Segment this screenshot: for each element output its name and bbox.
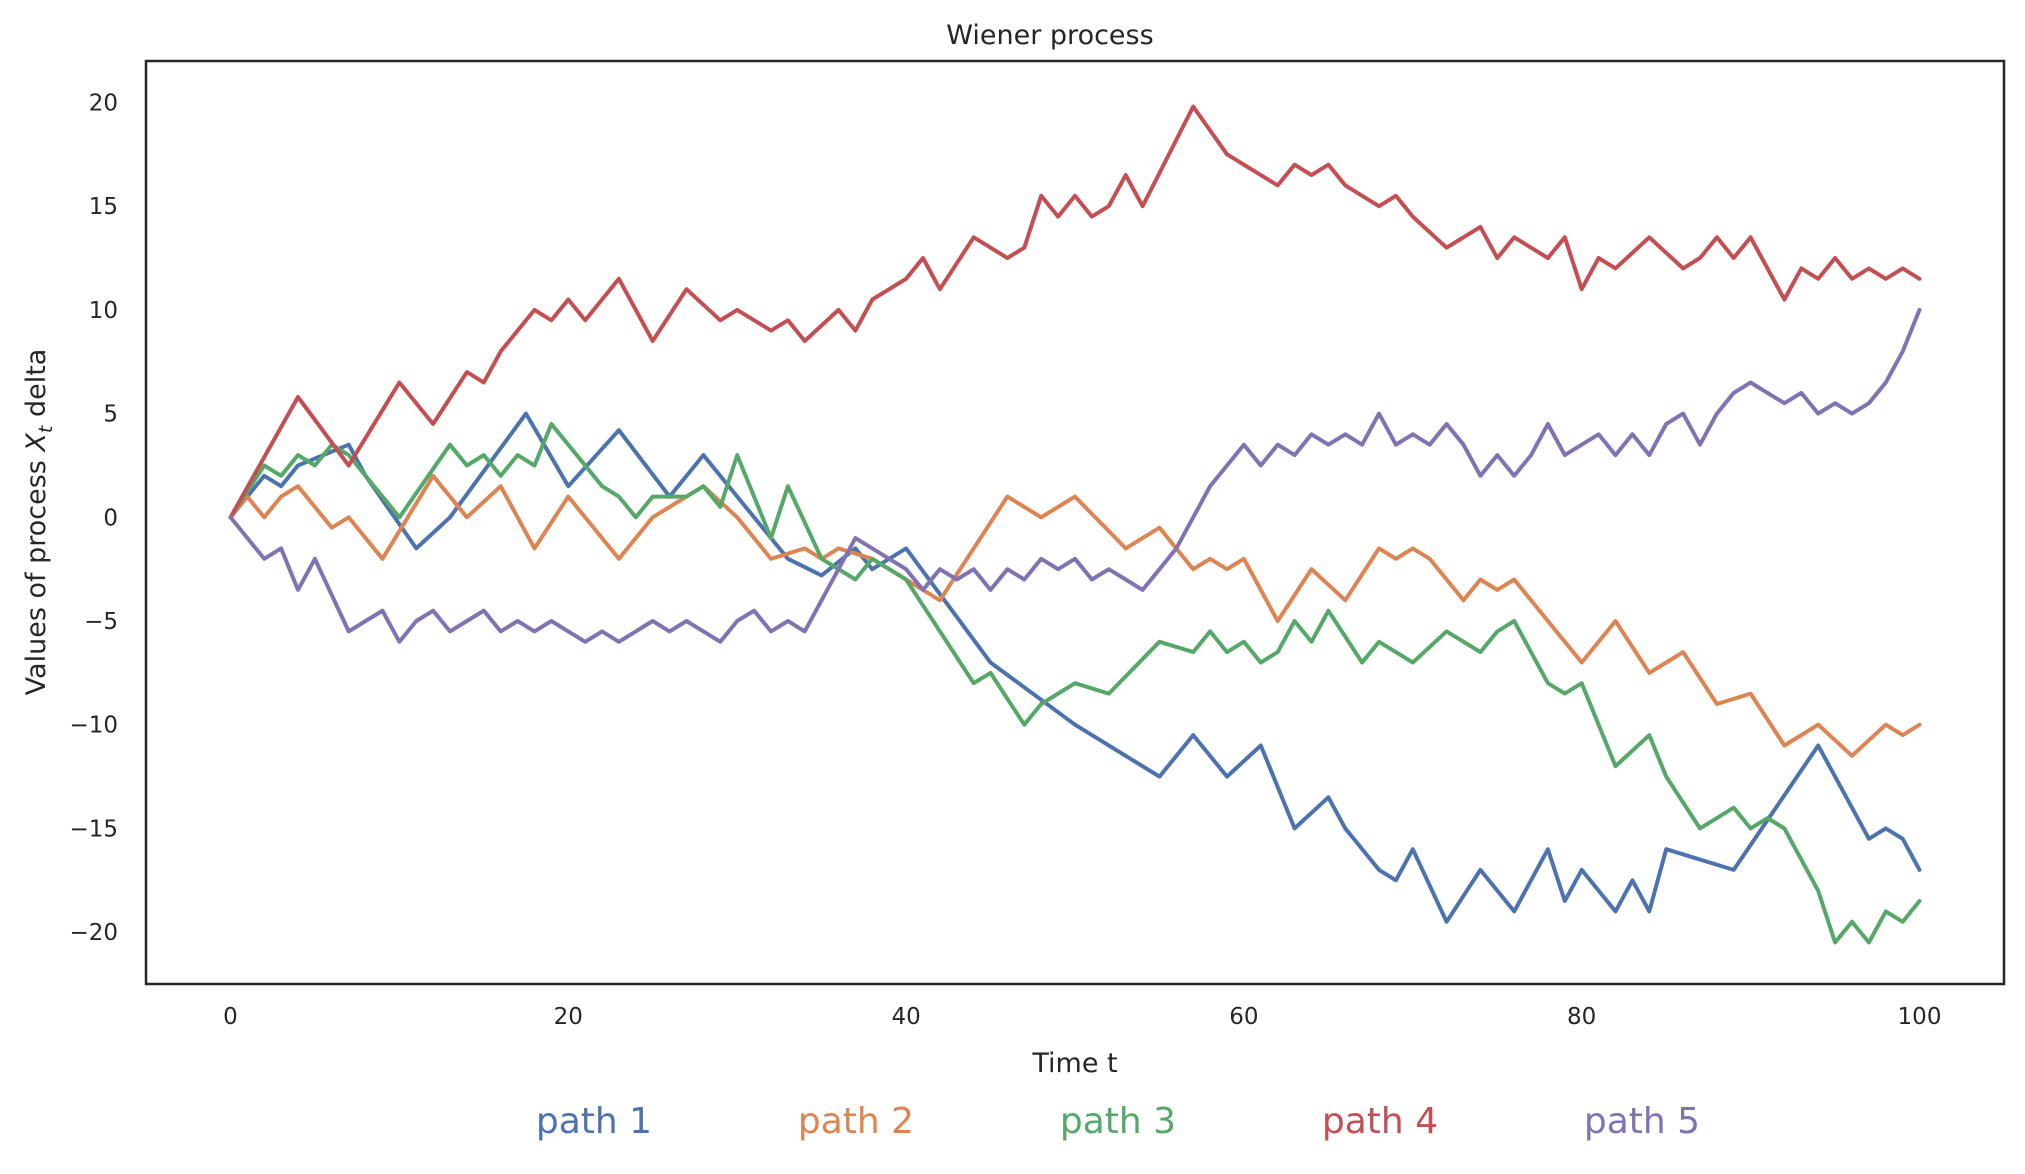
y-tick-label: 15 [89, 194, 118, 220]
y-tick-label: −5 [84, 609, 118, 635]
legend-item-1: path 1 [536, 1101, 652, 1142]
y-tick-label: −15 [69, 816, 118, 842]
x-tick-label: 40 [891, 1004, 920, 1030]
x-tick-label: 0 [223, 1004, 238, 1030]
y-axis-label-subscript: t [35, 424, 57, 433]
y-tick-label: 0 [103, 505, 118, 531]
y-axis-label-prefix: Values of process [21, 452, 52, 696]
y-axis-label: Values of process Xt delta [21, 349, 57, 696]
series-line-3 [228, 422, 1922, 945]
series-line-1 [228, 411, 1922, 924]
y-tick-label: 20 [89, 91, 118, 117]
y-tick-label: 5 [103, 402, 118, 428]
legend-item-2: path 2 [798, 1101, 914, 1142]
x-tick-label: 80 [1567, 1004, 1596, 1030]
series-lines [228, 104, 1922, 945]
y-axis-label-suffix: delta [21, 349, 52, 426]
y-tick-label: −20 [69, 920, 118, 946]
x-tick-label: 100 [1898, 1004, 1942, 1030]
x-tick-label: 20 [554, 1004, 583, 1030]
series-line-5 [228, 307, 1922, 644]
y-tick-label: 10 [89, 298, 118, 324]
series-line-2 [228, 473, 1922, 758]
y-axis-label-variable: X [21, 433, 52, 454]
x-tick-label: 60 [1229, 1004, 1258, 1030]
x-axis-label: Time t [1031, 1048, 1117, 1079]
legend: path 1 path 2 path 3 path 4 path 5 [536, 1101, 1700, 1142]
legend-item-4: path 4 [1322, 1101, 1438, 1142]
plot-frame [144, 59, 2006, 986]
legend-item-3: path 3 [1060, 1101, 1176, 1142]
y-axis-ticks: −20 −15 −10 −5 0 5 10 15 20 [69, 91, 118, 947]
legend-item-5: path 5 [1584, 1101, 1700, 1142]
chart-title: Wiener process [946, 20, 1153, 51]
y-tick-label: −10 [69, 713, 118, 739]
series-line-4 [228, 104, 1922, 520]
x-axis-ticks: 0 20 40 60 80 100 [223, 1004, 1941, 1030]
